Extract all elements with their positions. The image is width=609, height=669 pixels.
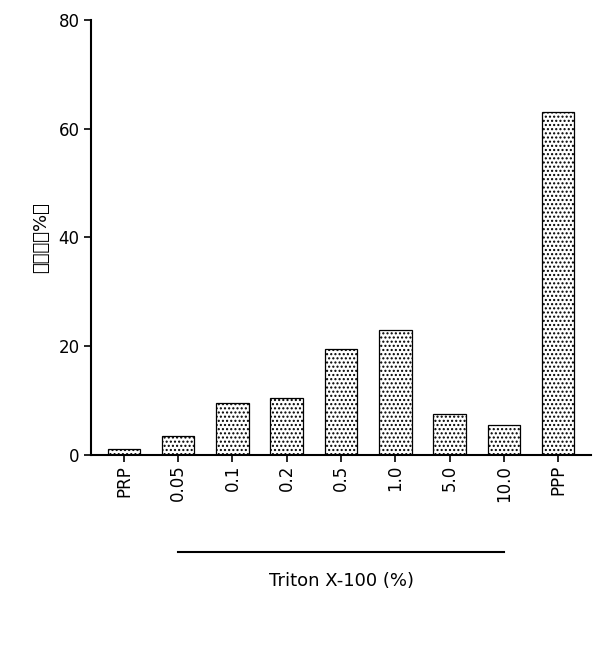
Bar (488, 425, 520, 455)
Bar (108, 450, 140, 455)
Bar (542, 112, 574, 455)
Text: Triton X-100 (%): Triton X-100 (%) (269, 572, 414, 590)
Bar (325, 349, 357, 455)
Bar (270, 398, 303, 455)
Bar (434, 414, 466, 455)
Bar (162, 436, 194, 455)
Bar (379, 330, 412, 455)
Y-axis label: 透光率（%）: 透光率（%） (32, 202, 50, 273)
Bar (216, 403, 248, 455)
